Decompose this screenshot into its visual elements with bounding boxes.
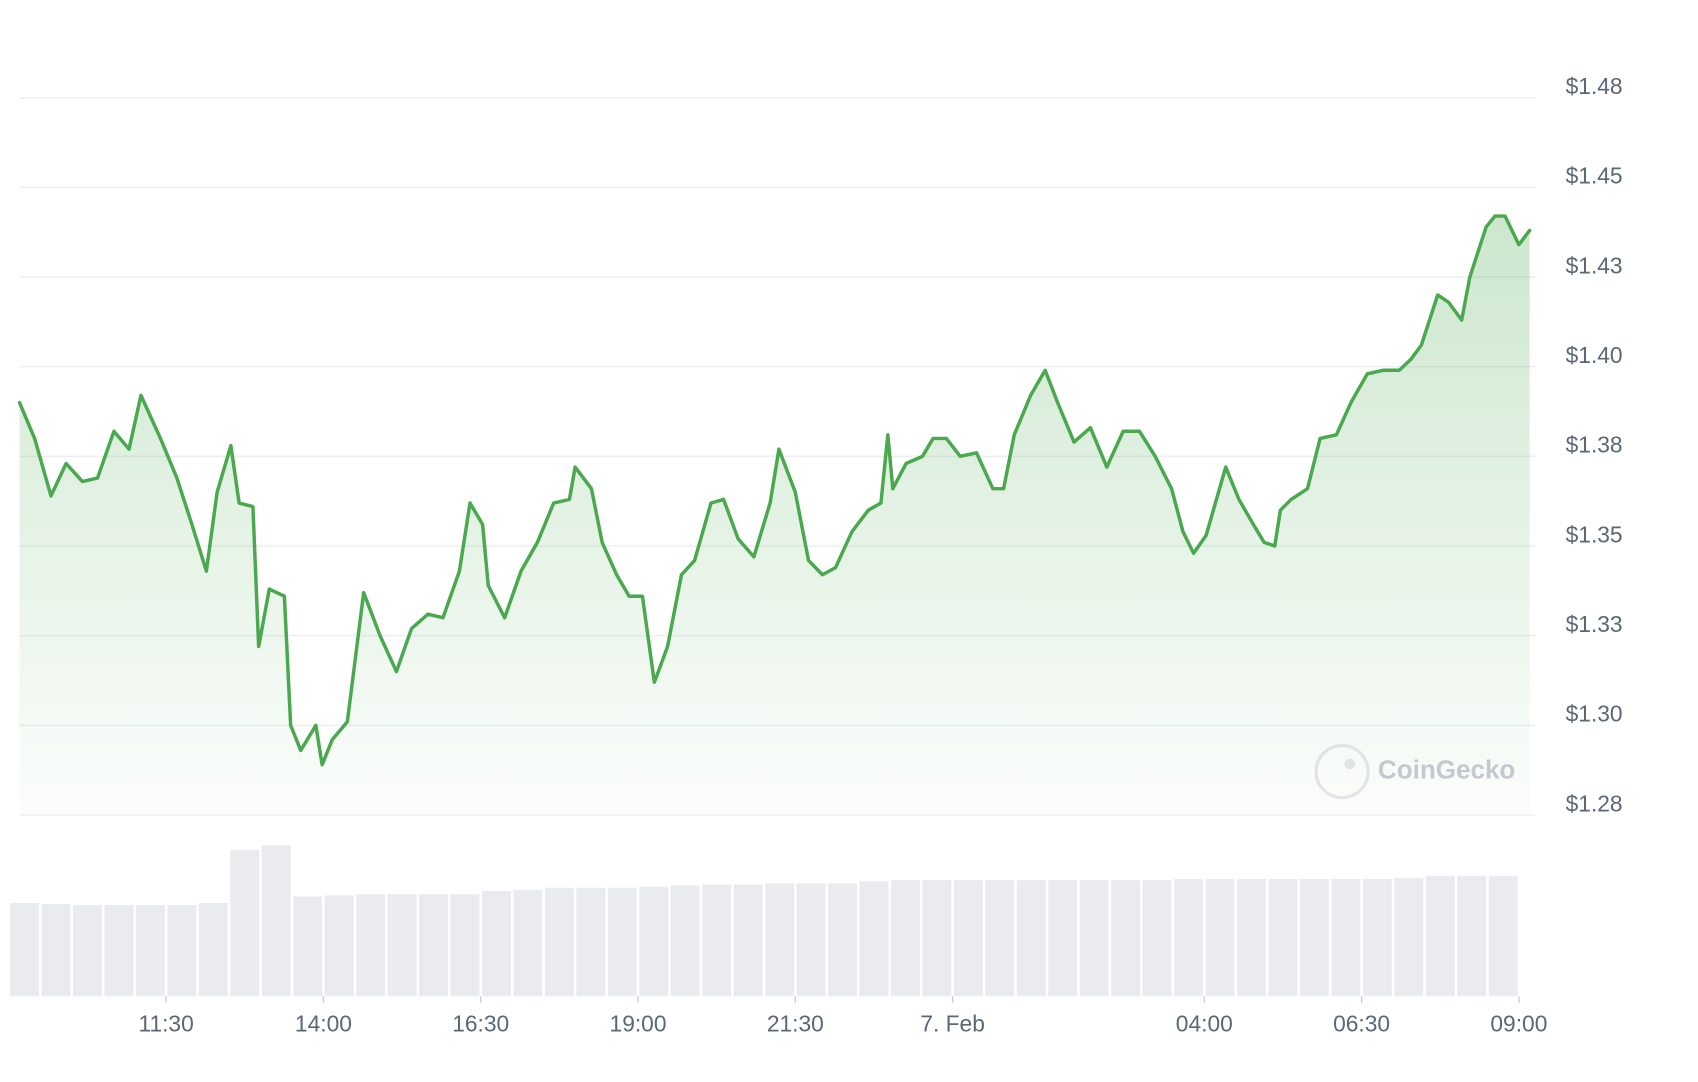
volume-bar bbox=[356, 894, 386, 997]
x-tick-label: 09:00 bbox=[1490, 1011, 1547, 1037]
x-tick-label: 19:00 bbox=[610, 1011, 667, 1037]
y-tick-label: $1.45 bbox=[1566, 163, 1623, 189]
volume-bar bbox=[1457, 875, 1487, 997]
volume-bar bbox=[639, 886, 669, 997]
price-line bbox=[17, 214, 1532, 767]
volume-bar bbox=[324, 895, 354, 997]
volume-bar bbox=[1362, 879, 1392, 997]
volume-bar bbox=[1142, 880, 1172, 997]
volume-bar bbox=[1237, 879, 1266, 997]
volume-bar bbox=[230, 849, 260, 997]
volume-bar bbox=[1016, 880, 1046, 997]
volume-bar bbox=[796, 883, 826, 997]
volume-bar bbox=[702, 884, 732, 997]
volume-bar bbox=[1174, 879, 1204, 997]
volume-bar bbox=[1394, 877, 1424, 997]
x-tick-label: 21:30 bbox=[767, 1011, 824, 1037]
volume-bar bbox=[419, 894, 449, 997]
volume-bar bbox=[544, 887, 574, 997]
volume-bar bbox=[859, 881, 889, 997]
volume-bar bbox=[1331, 879, 1361, 997]
volume-bar bbox=[41, 904, 71, 997]
volume-bar bbox=[1079, 880, 1109, 997]
volume-bar bbox=[1425, 875, 1455, 997]
x-tick-label: 14:00 bbox=[295, 1011, 352, 1037]
volume-bar bbox=[10, 902, 40, 997]
volume-bar bbox=[104, 905, 134, 997]
volume-bar bbox=[765, 883, 795, 997]
volume-bar bbox=[607, 887, 637, 997]
y-tick-label: $1.30 bbox=[1566, 701, 1623, 727]
volume-bar bbox=[1048, 880, 1078, 997]
x-tick-label: 7. Feb bbox=[920, 1011, 985, 1037]
x-tick-label: 04:00 bbox=[1176, 1011, 1233, 1037]
volume-bar bbox=[953, 880, 983, 997]
volume-bar bbox=[293, 896, 323, 997]
volume-bar bbox=[890, 880, 920, 997]
y-tick-label: $1.35 bbox=[1566, 521, 1623, 547]
volume-bar bbox=[1299, 879, 1329, 997]
x-tick-label: 16:30 bbox=[452, 1011, 509, 1037]
y-tick-label: $1.28 bbox=[1566, 790, 1623, 816]
volume-bar bbox=[261, 845, 291, 997]
volume-bar bbox=[1205, 879, 1235, 997]
volume-bar bbox=[922, 880, 952, 997]
volume-bar bbox=[1488, 875, 1518, 997]
volume-bar bbox=[985, 880, 1015, 997]
volume-bar bbox=[481, 890, 511, 997]
volume-bar bbox=[1111, 880, 1141, 997]
volume-bar bbox=[576, 887, 606, 997]
volume-bar bbox=[135, 905, 165, 997]
volume-bar bbox=[73, 905, 102, 997]
y-tick-label: $1.38 bbox=[1566, 432, 1623, 458]
volume-bar bbox=[198, 902, 228, 997]
y-tick-label: $1.33 bbox=[1566, 611, 1623, 637]
volume-bar bbox=[733, 884, 763, 997]
volume-bar bbox=[387, 894, 417, 997]
volume-bar bbox=[513, 889, 543, 997]
price-area bbox=[19, 216, 1530, 816]
x-tick-label: 06:30 bbox=[1333, 1011, 1390, 1037]
watermark-logo bbox=[1314, 743, 1370, 800]
watermark: CoinGecko bbox=[1378, 754, 1515, 784]
volume-bar bbox=[828, 883, 857, 997]
y-tick-label: $1.48 bbox=[1566, 73, 1623, 99]
volume-bar bbox=[670, 885, 700, 997]
volume-bar bbox=[450, 894, 480, 997]
y-tick-label: $1.40 bbox=[1566, 342, 1623, 368]
volume-bar bbox=[1268, 879, 1298, 997]
y-tick-label: $1.43 bbox=[1566, 252, 1623, 278]
volume-bar bbox=[167, 905, 197, 997]
x-tick-label: 11:30 bbox=[138, 1011, 193, 1037]
